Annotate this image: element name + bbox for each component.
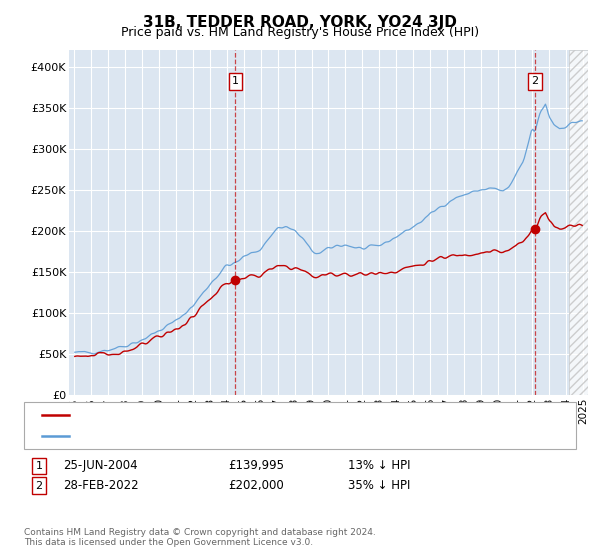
Text: 28-FEB-2022: 28-FEB-2022: [63, 479, 139, 492]
Text: 31B, TEDDER ROAD, YORK, YO24 3JD (semi-detached house): 31B, TEDDER ROAD, YORK, YO24 3JD (semi-d…: [75, 410, 413, 420]
Text: 13% ↓ HPI: 13% ↓ HPI: [348, 459, 410, 473]
Text: £139,995: £139,995: [228, 459, 284, 473]
Text: 1: 1: [35, 461, 43, 471]
Text: 1: 1: [232, 76, 239, 86]
Text: 35% ↓ HPI: 35% ↓ HPI: [348, 479, 410, 492]
Text: 31B, TEDDER ROAD, YORK, YO24 3JD: 31B, TEDDER ROAD, YORK, YO24 3JD: [143, 15, 457, 30]
Text: Contains HM Land Registry data © Crown copyright and database right 2024.
This d: Contains HM Land Registry data © Crown c…: [24, 528, 376, 547]
Text: 2: 2: [35, 480, 43, 491]
Text: 2: 2: [532, 76, 538, 86]
Text: HPI: Average price, semi-detached house, York: HPI: Average price, semi-detached house,…: [75, 431, 335, 441]
Text: 25-JUN-2004: 25-JUN-2004: [63, 459, 137, 473]
Text: £202,000: £202,000: [228, 479, 284, 492]
Text: Price paid vs. HM Land Registry's House Price Index (HPI): Price paid vs. HM Land Registry's House …: [121, 26, 479, 39]
